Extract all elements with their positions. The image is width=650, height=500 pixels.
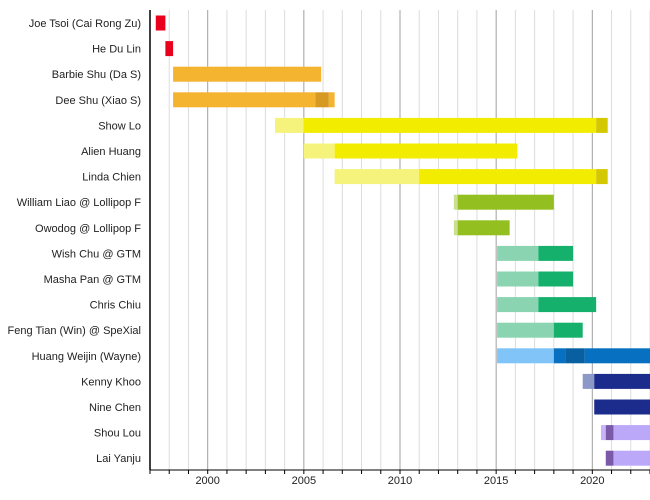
- bar-segment: [173, 66, 322, 82]
- bar-segment: [538, 271, 574, 287]
- bar-segment: [497, 271, 539, 287]
- bar-segment: [328, 92, 335, 108]
- bar-segment: [596, 117, 608, 133]
- bar-segment: [155, 15, 166, 31]
- row-label: Joe Tsoi (Cai Rong Zu): [29, 18, 141, 30]
- bar-segment: [613, 450, 650, 466]
- bar-segment: [596, 169, 608, 185]
- bar-segment: [275, 117, 304, 133]
- row-label: Linda Chien: [82, 172, 141, 184]
- bar-segment: [594, 399, 650, 415]
- row-label: Feng Tian (Win) @ SpeXial: [8, 325, 141, 337]
- bar-segment: [497, 297, 539, 313]
- row-labels: Joe Tsoi (Cai Rong Zu) He Du Lin Barbie Sh…: [8, 18, 142, 465]
- bar-segment: [457, 220, 510, 236]
- bar-segment: [453, 194, 458, 210]
- row-label: He Du Lin: [92, 44, 141, 56]
- row-label: Nine Chen: [89, 402, 141, 414]
- bar-segment: [453, 220, 458, 236]
- bar-segment: [497, 245, 539, 261]
- bar-segment: [165, 41, 174, 57]
- row-label: Barbie Shu (Da S): [52, 69, 141, 81]
- bar-segment: [334, 143, 518, 159]
- bar-segment: [173, 92, 316, 108]
- bar-segment: [605, 425, 614, 441]
- row-label: Alien Huang: [81, 146, 141, 158]
- row-label: Lai Yanju: [96, 453, 141, 465]
- bar-segment: [582, 373, 595, 389]
- bar-segment: [497, 322, 554, 338]
- row-label: Shou Lou: [94, 428, 141, 440]
- bar-segment: [565, 348, 585, 364]
- bar-segment: [538, 245, 574, 261]
- grid-lines: [168, 10, 650, 470]
- bar-segment: [303, 143, 335, 159]
- bar-segment: [584, 348, 650, 364]
- bar-segment: [419, 169, 597, 185]
- x-axis: 2000 2005 2010 2015 2020: [149, 10, 650, 487]
- row-label: Dee Shu (Xiao S): [55, 95, 141, 107]
- bar-segment: [613, 425, 650, 441]
- x-tick-label: 2005: [292, 475, 316, 487]
- bar-segment: [457, 194, 554, 210]
- row-label: Show Lo: [98, 120, 141, 132]
- bar-segment: [315, 92, 329, 108]
- bar-segment: [600, 425, 606, 441]
- x-tick-label: 2000: [195, 475, 219, 487]
- bar-segment: [497, 348, 554, 364]
- bar-segment: [553, 322, 583, 338]
- x-tick-label: 2015: [484, 475, 508, 487]
- row-label: Masha Pan @ GTM: [44, 274, 141, 286]
- x-tick-label: 2010: [388, 475, 412, 487]
- bar-segment: [553, 348, 566, 364]
- x-tick-label: 2020: [580, 475, 604, 487]
- bar-segment: [303, 117, 597, 133]
- bar-segment: [334, 169, 420, 185]
- row-label: William Liao @ Lollipop F: [17, 197, 142, 209]
- row-label: Huang Weijin (Wayne): [32, 351, 141, 363]
- row-label: Owodog @ Lollipop F: [35, 223, 141, 235]
- bar-segment: [538, 297, 597, 313]
- bars: [155, 15, 650, 466]
- row-label: Chris Chiu: [90, 300, 141, 312]
- bar-segment: [594, 373, 650, 389]
- row-label: Kenny Khoo: [81, 376, 141, 388]
- bar-segment: [605, 450, 614, 466]
- row-label: Wish Chu @ GTM: [52, 248, 141, 260]
